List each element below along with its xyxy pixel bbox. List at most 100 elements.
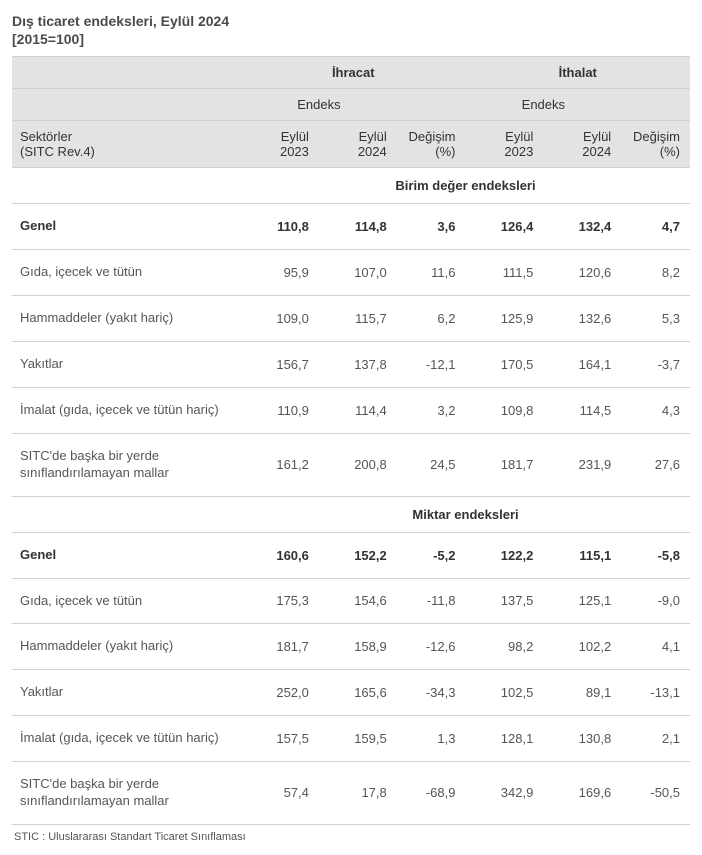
ihr-2023: 110,9 xyxy=(241,387,319,433)
ith-2023: 98,2 xyxy=(465,624,543,670)
ihr-2024: 200,8 xyxy=(319,433,397,496)
ith-2024: 132,6 xyxy=(543,296,621,342)
ith-2024: 169,6 xyxy=(543,762,621,825)
ith-2023: 122,2 xyxy=(465,532,543,578)
section-label-row: Miktar endeksleri xyxy=(12,496,690,532)
sector-cell: Gıda, içecek ve tütün xyxy=(12,578,241,624)
ith-delta: 5,3 xyxy=(621,296,690,342)
hdr-ith-2024: Eylül 2024 xyxy=(543,121,621,168)
ihr-2024: 159,5 xyxy=(319,716,397,762)
ihr-2024: 165,6 xyxy=(319,670,397,716)
ith-delta: -13,1 xyxy=(621,670,690,716)
ihr-delta: 24,5 xyxy=(397,433,466,496)
section-blank xyxy=(12,168,241,204)
ith-2023: 170,5 xyxy=(465,342,543,388)
ihr-2023: 157,5 xyxy=(241,716,319,762)
table-body: Birim değer endeksleriGenel110,8114,83,6… xyxy=(12,168,690,824)
ith-2023: 102,5 xyxy=(465,670,543,716)
hdr-blank2 xyxy=(12,89,241,121)
ihr-delta: -68,9 xyxy=(397,762,466,825)
ihr-2024: 152,2 xyxy=(319,532,397,578)
sector-cell: Genel xyxy=(12,532,241,578)
ith-delta: 4,7 xyxy=(621,204,690,250)
ith-2024: 130,8 xyxy=(543,716,621,762)
table-row: SITC'de başka bir yerde sınıflandırılama… xyxy=(12,762,690,825)
table-row: Gıda, içecek ve tütün95,9107,011,6111,51… xyxy=(12,250,690,296)
ith-2023: 126,4 xyxy=(465,204,543,250)
ihr-2024: 137,8 xyxy=(319,342,397,388)
ith-delta: 8,2 xyxy=(621,250,690,296)
ihr-2023: 57,4 xyxy=(241,762,319,825)
ihr-delta: 1,3 xyxy=(397,716,466,762)
sector-cell: Yakıtlar xyxy=(12,342,241,388)
ihr-2023: 252,0 xyxy=(241,670,319,716)
ith-2024: 120,6 xyxy=(543,250,621,296)
sector-cell: Gıda, içecek ve tütün xyxy=(12,250,241,296)
ihr-2024: 158,9 xyxy=(319,624,397,670)
ith-delta: -5,8 xyxy=(621,532,690,578)
table-row: Genel110,8114,83,6126,4132,44,7 xyxy=(12,204,690,250)
ihr-delta: 3,2 xyxy=(397,387,466,433)
ihr-2024: 114,8 xyxy=(319,204,397,250)
ihr-2024: 114,4 xyxy=(319,387,397,433)
ihr-2023: 95,9 xyxy=(241,250,319,296)
ihr-delta: 3,6 xyxy=(397,204,466,250)
ihr-2023: 109,0 xyxy=(241,296,319,342)
ihr-2023: 110,8 xyxy=(241,204,319,250)
section-blank xyxy=(12,496,241,532)
ihr-delta: 6,2 xyxy=(397,296,466,342)
ihr-2023: 160,6 xyxy=(241,532,319,578)
hdr-endeks-ith: Endeks xyxy=(465,89,621,121)
ihr-delta: -12,6 xyxy=(397,624,466,670)
ith-delta: 4,3 xyxy=(621,387,690,433)
ith-delta: -50,5 xyxy=(621,762,690,825)
hdr-blank xyxy=(12,57,241,89)
sector-cell: Hammaddeler (yakıt hariç) xyxy=(12,296,241,342)
ihr-2023: 181,7 xyxy=(241,624,319,670)
sector-cell: Yakıtlar xyxy=(12,670,241,716)
ith-2024: 132,4 xyxy=(543,204,621,250)
title-line2: [2015=100] xyxy=(12,31,84,47)
ith-2023: 109,8 xyxy=(465,387,543,433)
ith-2023: 128,1 xyxy=(465,716,543,762)
hdr-ith-2023: Eylül 2023 xyxy=(465,121,543,168)
table-row: Hammaddeler (yakıt hariç)181,7158,9-12,6… xyxy=(12,624,690,670)
ith-2023: 111,5 xyxy=(465,250,543,296)
ihr-2024: 154,6 xyxy=(319,578,397,624)
sector-cell: Genel xyxy=(12,204,241,250)
ihr-2024: 17,8 xyxy=(319,762,397,825)
ith-2024: 164,1 xyxy=(543,342,621,388)
ith-delta: -9,0 xyxy=(621,578,690,624)
table-row: İmalat (gıda, içecek ve tütün hariç)110,… xyxy=(12,387,690,433)
table-title: Dış ticaret endeksleri, Eylül 2024 [2015… xyxy=(12,12,690,48)
sector-cell: İmalat (gıda, içecek ve tütün hariç) xyxy=(12,387,241,433)
table-row: Hammaddeler (yakıt hariç)109,0115,76,212… xyxy=(12,296,690,342)
ihr-delta: -34,3 xyxy=(397,670,466,716)
table-row: Genel160,6152,2-5,2122,2115,1-5,8 xyxy=(12,532,690,578)
ith-2024: 89,1 xyxy=(543,670,621,716)
sector-cell: Hammaddeler (yakıt hariç) xyxy=(12,624,241,670)
sector-cell: İmalat (gıda, içecek ve tütün hariç) xyxy=(12,716,241,762)
ith-2023: 137,5 xyxy=(465,578,543,624)
ith-2023: 342,9 xyxy=(465,762,543,825)
hdr-blank3 xyxy=(397,89,466,121)
ihr-delta: -12,1 xyxy=(397,342,466,388)
hdr-ihracat: İhracat xyxy=(241,57,465,89)
ith-2024: 114,5 xyxy=(543,387,621,433)
hdr-endeks-ihr: Endeks xyxy=(241,89,397,121)
table-row: Yakıtlar252,0165,6-34,3102,589,1-13,1 xyxy=(12,670,690,716)
footer-note: STIC : Uluslararası Standart Ticaret Sın… xyxy=(12,831,690,843)
table-row: Yakıtlar156,7137,8-12,1170,5164,1-3,7 xyxy=(12,342,690,388)
ihr-2023: 156,7 xyxy=(241,342,319,388)
title-line1: Dış ticaret endeksleri, Eylül 2024 xyxy=(12,13,229,29)
ith-2023: 125,9 xyxy=(465,296,543,342)
ihr-delta: -11,8 xyxy=(397,578,466,624)
ith-2024: 102,2 xyxy=(543,624,621,670)
table-row: İmalat (gıda, içecek ve tütün hariç)157,… xyxy=(12,716,690,762)
ihr-2023: 175,3 xyxy=(241,578,319,624)
ith-2024: 231,9 xyxy=(543,433,621,496)
table-row: SITC'de başka bir yerde sınıflandırılama… xyxy=(12,433,690,496)
hdr-ith-deg: Değişim (%) xyxy=(621,121,690,168)
hdr-ihr-2023: Eylül 2023 xyxy=(241,121,319,168)
ith-delta: 27,6 xyxy=(621,433,690,496)
